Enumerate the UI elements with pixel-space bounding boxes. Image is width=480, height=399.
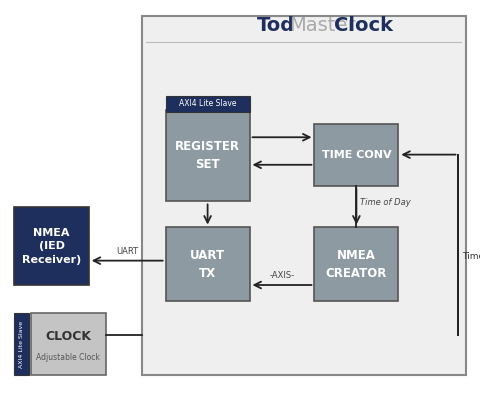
Text: Clock: Clock [334,16,393,36]
Bar [14,207,89,285]
Text: REGISTER
SET: REGISTER SET [175,140,240,171]
Text: -AXIS-: -AXIS- [269,271,295,280]
Bar [166,96,250,112]
Bar [31,313,106,375]
Bar [314,124,398,186]
Bar [166,227,250,301]
Text: NMEA
(IED
Receiver): NMEA (IED Receiver) [22,228,81,265]
Text: UART
TX: UART TX [190,249,225,280]
Text: Time: Time [462,252,480,261]
Text: AXI4 Lite Slave: AXI4 Lite Slave [19,320,24,368]
Bar [142,16,466,375]
Bar [166,110,250,201]
Text: NMEA
CREATOR: NMEA CREATOR [326,249,387,280]
Text: CLOCK: CLOCK [46,330,91,343]
Text: AXI4 Lite Slave: AXI4 Lite Slave [179,99,236,108]
Text: UART: UART [116,247,138,256]
Text: Tod: Tod [257,16,295,36]
Text: Adjustable Clock: Adjustable Clock [36,353,100,362]
Text: Time of Day: Time of Day [360,198,411,207]
Bar [314,227,398,301]
Text: Master: Master [289,16,356,36]
Bar [14,313,29,375]
Text: TIME CONV: TIME CONV [322,150,391,160]
